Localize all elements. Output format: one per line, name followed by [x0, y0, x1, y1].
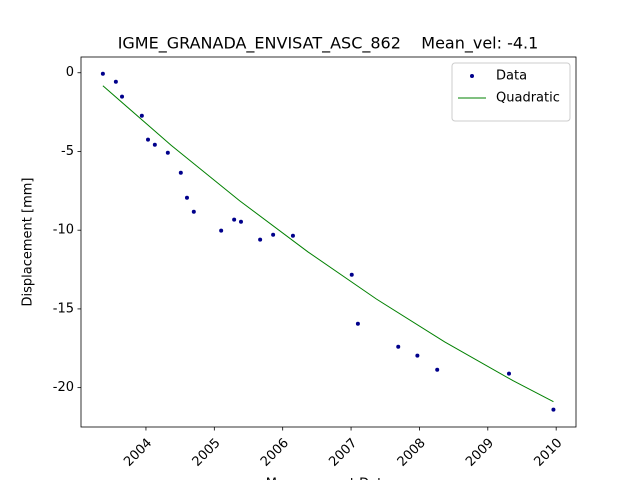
data-point — [139, 113, 144, 118]
legend-marker — [470, 74, 474, 78]
y-axis-label: Displacement [mm] — [21, 178, 36, 307]
data-point — [355, 321, 360, 326]
data-point — [120, 94, 125, 99]
data-point — [152, 142, 157, 147]
data-point — [165, 150, 170, 155]
data-point — [435, 367, 440, 372]
data-point — [113, 79, 118, 84]
y-tick-label: -10 — [53, 223, 74, 238]
data-point — [238, 219, 243, 224]
data-point — [178, 170, 183, 175]
data-point — [184, 195, 189, 200]
data-point — [415, 353, 420, 358]
y-tick-label: -20 — [53, 380, 74, 395]
x-axis-label: Measurement Date — [266, 477, 390, 480]
y-tick-label: 0 — [66, 65, 74, 80]
y-tick-label: -5 — [61, 144, 74, 159]
data-point — [506, 371, 511, 376]
legend-label: Data — [496, 69, 527, 84]
legend: Data Quadratic — [451, 62, 571, 122]
data-point — [219, 228, 224, 233]
data-point — [191, 209, 196, 214]
data-point — [396, 344, 401, 349]
data-point — [258, 237, 263, 242]
axes-frame — [80, 56, 577, 428]
data-point — [232, 217, 237, 222]
chart-title: IGME_GRANADA_ENVISAT_ASC_862 Mean_vel: -… — [118, 34, 539, 54]
data-point — [271, 232, 276, 237]
data-point — [100, 71, 105, 76]
fit-line — [102, 85, 554, 403]
y-tick-label: -15 — [53, 301, 74, 316]
legend-label: Quadratic — [496, 91, 560, 106]
data-point — [146, 137, 151, 142]
data-point — [290, 233, 295, 238]
legend-box — [451, 62, 571, 122]
data-point — [349, 272, 354, 277]
data-point — [551, 407, 556, 412]
